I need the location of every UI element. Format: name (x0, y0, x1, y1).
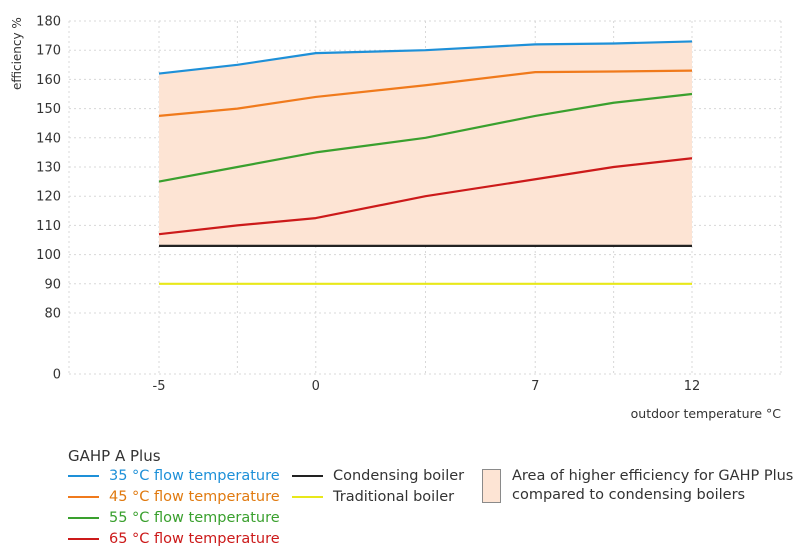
y-tick-label: 180 (36, 15, 61, 30)
series-line-0 (158, 40, 693, 75)
legend-label: Traditional boiler (333, 489, 455, 505)
legend-swatch (68, 475, 99, 477)
legend-item: 45 °C flow temperature (68, 487, 280, 507)
y-tick-label: 170 (36, 44, 61, 59)
y-axis-label: efficiency % (10, 17, 24, 90)
x-axis-label: outdoor temperature °C (631, 406, 782, 421)
series-line-1 (158, 69, 693, 117)
legend-title: GAHP A Plus (68, 447, 161, 465)
y-tick-label: 90 (44, 277, 61, 292)
legend-label: 35 °C flow temperature (109, 468, 280, 484)
legend-swatch (68, 538, 99, 540)
legend-item: 65 °C flow temperature (68, 529, 280, 549)
series-lines (158, 40, 693, 285)
y-tick-label: 130 (36, 161, 61, 176)
legend-swatch (68, 496, 99, 498)
legend-swatch (292, 475, 323, 477)
x-tick-label: 0 (312, 379, 320, 394)
area-legend-line1: Area of higher efficiency for GAHP Plus (512, 468, 794, 484)
x-tick-label: -5 (153, 379, 166, 394)
y-tick-label: 0 (53, 368, 61, 383)
area-legend-line2: compared to condensing boilers (512, 487, 746, 503)
area-legend-swatch (482, 469, 501, 503)
y-tick-label: 80 (44, 307, 61, 322)
higher-efficiency-area (159, 41, 692, 246)
y-tick-label: 160 (36, 73, 61, 88)
legend-swatch (292, 496, 323, 498)
y-tick-label: 100 (36, 248, 61, 263)
x-tick-label: 12 (684, 379, 701, 394)
legend-label: 55 °C flow temperature (109, 510, 280, 526)
legend-label: Condensing boiler (333, 468, 465, 484)
y-tick-label: 110 (36, 219, 61, 234)
legend-swatch (68, 517, 99, 519)
area-legend-label: Area of higher efficiency for GAHP Plus … (512, 467, 793, 505)
legend-item: 55 °C flow temperature (68, 508, 280, 528)
legend-item: Traditional boiler (292, 487, 454, 507)
x-tick-label: 7 (531, 379, 539, 394)
y-tick-label: 120 (36, 190, 61, 205)
legend-item: 35 °C flow temperature (68, 466, 280, 486)
legend-item: Condensing boiler (292, 466, 464, 486)
x-tick-labels: -5 0 7 12 (153, 379, 701, 394)
y-tick-label: 150 (36, 102, 61, 117)
series-line-3 (158, 157, 693, 236)
legend-label: 45 °C flow temperature (109, 489, 280, 505)
legend-label: 65 °C flow temperature (109, 531, 280, 547)
y-tick-label: 140 (36, 131, 61, 146)
y-tick-labels: 0 80 90 100 110 120 130 140 150 160 170 180 (36, 15, 61, 383)
series-line-2 (158, 92, 693, 183)
